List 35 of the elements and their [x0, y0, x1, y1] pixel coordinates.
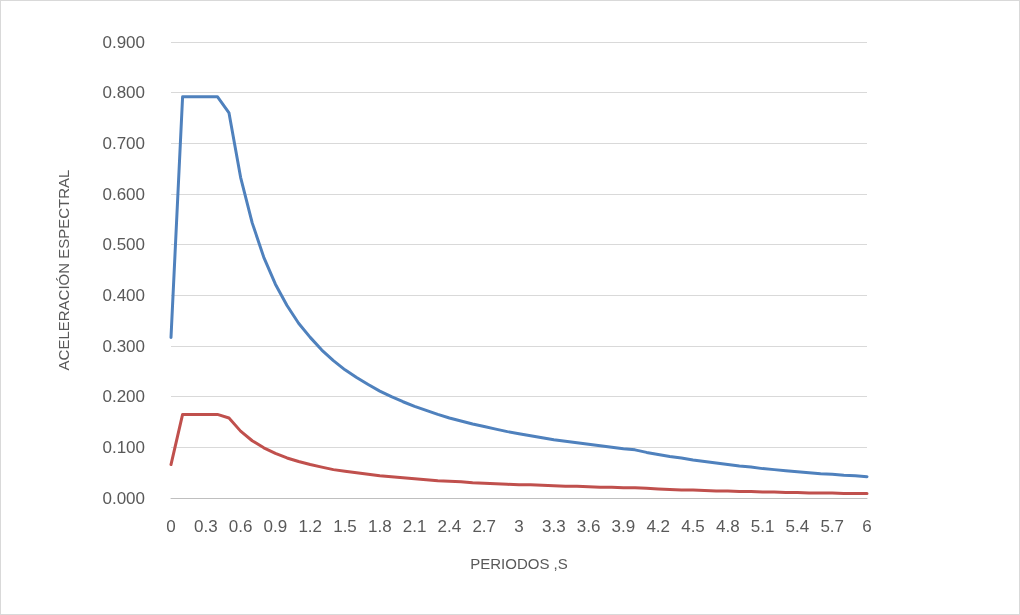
x-tick-label: 3 [514, 517, 524, 536]
x-tick-label: 4.8 [715, 517, 740, 536]
y-tick-label: 0.200 [102, 387, 145, 407]
x-tick-label: 0.3 [193, 517, 218, 536]
x-tick-label: 1.2 [298, 517, 323, 536]
line-series [169, 95, 869, 479]
y-tick-label: 0.700 [102, 133, 145, 153]
x-tick-label: 5.1 [750, 517, 775, 536]
y-tick-label: 0.300 [102, 336, 145, 356]
y-tick-label: 0.000 [102, 488, 145, 508]
x-tick-label: 3.9 [611, 517, 636, 536]
x-tick-label: 4.5 [681, 517, 705, 536]
x-tick-label: 3.6 [576, 517, 601, 536]
x-tick-label: 0 [166, 517, 176, 536]
y-tick-label: 0.500 [102, 235, 145, 255]
y-tick-label: 0.900 [102, 32, 145, 52]
x-tick-label: 3.3 [541, 517, 566, 536]
x-tick-label: 2.7 [472, 517, 497, 536]
line-series [169, 412, 869, 495]
x-tick-label: 4.2 [646, 517, 671, 536]
x-axis-title: PERIODOS ,S [470, 555, 568, 572]
y-tick-label: 0.600 [102, 184, 145, 204]
x-tick-label: 2.1 [402, 517, 427, 536]
x-tick-label: 1.8 [367, 517, 392, 536]
x-tick-label: 1.5 [333, 517, 357, 536]
x-tick-label: 0.9 [263, 517, 288, 536]
x-tick-label: 5.4 [785, 517, 810, 536]
x-tick-label: 5.7 [820, 517, 845, 536]
x-tick-label: 6 [862, 517, 872, 536]
y-tick-label: 0.800 [102, 83, 145, 103]
x-tick-label: 2.4 [437, 517, 462, 536]
y-tick-label: 0.400 [102, 285, 145, 305]
x-tick-label: 0.6 [228, 517, 253, 536]
y-tick-label: 0.100 [102, 437, 145, 457]
y-axis-title: ACELERACIÓN ESPECTRAL [55, 169, 72, 371]
